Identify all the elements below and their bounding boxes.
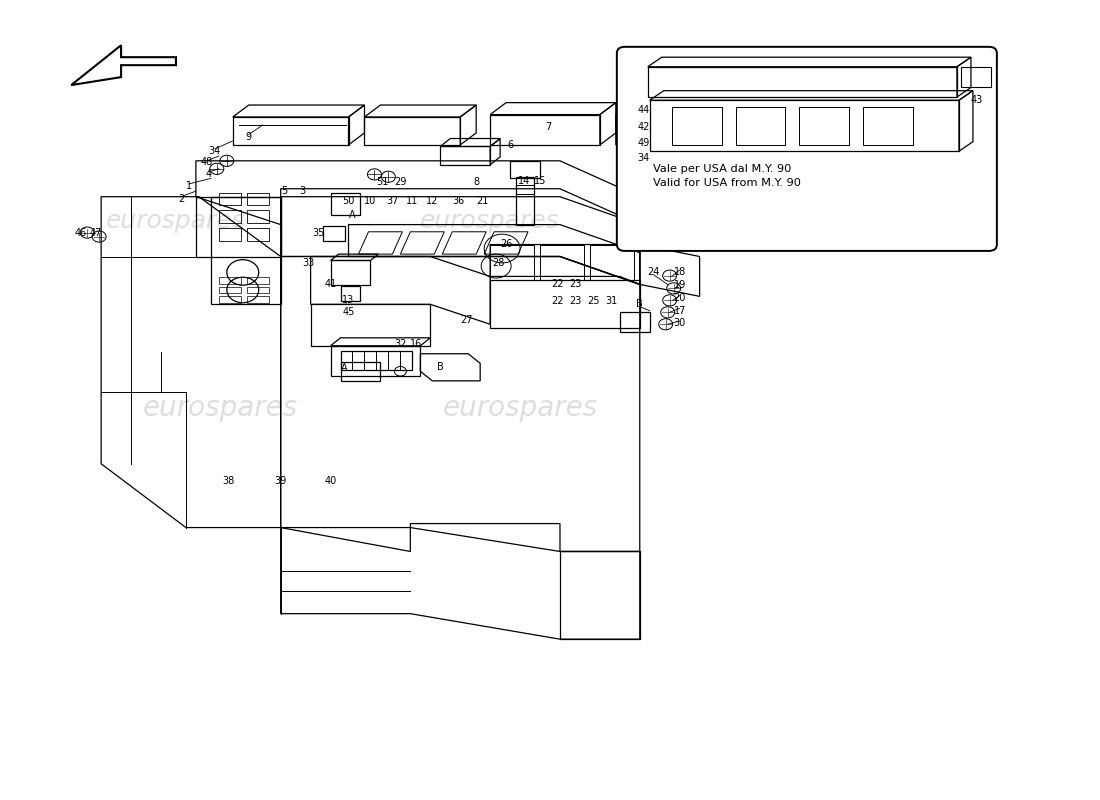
Text: 30: 30 (673, 318, 685, 329)
Text: 28: 28 (492, 258, 504, 268)
Text: 49: 49 (638, 138, 650, 148)
Text: 10: 10 (364, 196, 376, 206)
Text: B: B (637, 299, 644, 310)
Text: 26: 26 (499, 238, 513, 249)
Text: 41: 41 (324, 279, 337, 290)
Text: 24: 24 (648, 267, 660, 278)
Text: 3: 3 (299, 186, 306, 196)
Text: 16: 16 (410, 339, 422, 349)
Text: 36: 36 (452, 196, 464, 206)
Text: 50: 50 (342, 196, 354, 206)
Text: 42: 42 (638, 122, 650, 132)
Text: 51: 51 (376, 178, 388, 187)
Text: 35: 35 (312, 227, 324, 238)
Text: eurospares: eurospares (106, 209, 245, 233)
Text: 46: 46 (75, 227, 87, 238)
Text: 23: 23 (570, 278, 582, 289)
Text: 22: 22 (552, 278, 564, 289)
Text: 1: 1 (186, 181, 192, 190)
Text: 40: 40 (324, 476, 337, 486)
Text: Vale per USA dal M.Y. 90: Vale per USA dal M.Y. 90 (652, 164, 791, 174)
Text: eurospares: eurospares (442, 394, 597, 422)
Text: 45: 45 (342, 307, 354, 318)
Text: 15: 15 (534, 176, 547, 186)
Text: 12: 12 (426, 196, 439, 206)
Text: Valid for USA from M.Y. 90: Valid for USA from M.Y. 90 (652, 178, 801, 188)
Text: 25: 25 (587, 296, 601, 306)
Text: A: A (349, 210, 355, 220)
Text: 48: 48 (200, 158, 213, 167)
Text: 38: 38 (222, 476, 235, 486)
Text: 7: 7 (544, 122, 551, 132)
Text: 5: 5 (282, 186, 288, 196)
Text: B: B (437, 362, 443, 371)
Text: 39: 39 (275, 476, 287, 486)
Text: 37: 37 (386, 196, 398, 206)
Text: 23: 23 (570, 296, 582, 306)
Text: 6: 6 (507, 140, 514, 150)
Text: 33: 33 (302, 258, 315, 268)
FancyBboxPatch shape (617, 47, 997, 251)
Text: 43: 43 (971, 95, 983, 106)
Text: 20: 20 (673, 293, 686, 303)
Text: eurospares: eurospares (143, 394, 298, 422)
Text: 47: 47 (90, 227, 102, 238)
Text: 44: 44 (638, 105, 650, 115)
Text: 11: 11 (406, 196, 418, 206)
Text: 19: 19 (673, 280, 685, 290)
Text: 18: 18 (673, 267, 685, 278)
Text: 14: 14 (518, 176, 530, 186)
Text: 13: 13 (342, 294, 354, 305)
Text: 34: 34 (209, 146, 221, 156)
Text: 21: 21 (476, 196, 488, 206)
Text: 4: 4 (206, 170, 212, 179)
Text: eurospares: eurospares (420, 209, 560, 233)
Text: 32: 32 (394, 339, 407, 349)
Text: 8: 8 (473, 178, 480, 187)
Text: 22: 22 (552, 296, 564, 306)
Text: 29: 29 (394, 178, 407, 187)
Text: 34: 34 (638, 154, 650, 163)
Text: 2: 2 (178, 194, 184, 204)
Text: 17: 17 (673, 306, 686, 316)
Text: 9: 9 (245, 132, 252, 142)
Text: 31: 31 (606, 296, 618, 306)
Text: A: A (341, 363, 348, 373)
Text: 27: 27 (460, 315, 473, 326)
